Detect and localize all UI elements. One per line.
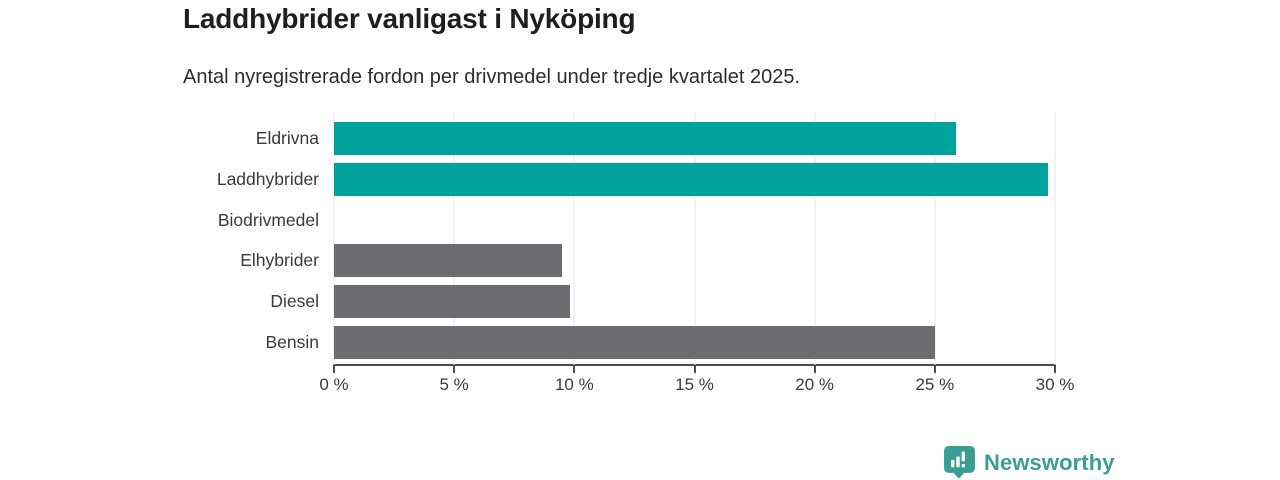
axis-tick: [1054, 366, 1056, 373]
category-label: Biodrivmedel: [217, 209, 319, 230]
axis-tick-label: 25 %: [915, 375, 955, 394]
gridline: [573, 113, 575, 365]
bar-eldrivna: [334, 122, 957, 155]
category-label: Elhybrider: [240, 250, 319, 271]
bar-row: Bensin: [265, 325, 1055, 359]
category-label: Eldrivna: [255, 128, 319, 148]
axis-tick-label: 15 %: [675, 375, 714, 394]
axis-tick: [693, 366, 696, 373]
category-label: Bensin: [265, 331, 319, 352]
bar-bensin: [334, 325, 935, 359]
axis-tick: [813, 366, 816, 373]
bar-row: Eldrivna: [256, 122, 1055, 155]
gridline: [934, 113, 936, 365]
gridlines: [333, 113, 1056, 365]
category-label: Diesel: [270, 291, 319, 312]
x-axis-line: [333, 364, 1056, 366]
bar-diesel: [334, 285, 570, 319]
gridline: [1054, 113, 1056, 365]
axis-tick: [573, 366, 576, 373]
bar-row: Elhybrider: [240, 244, 1055, 278]
axis-tick-label: 30 %: [1035, 375, 1075, 394]
chart-title: Laddhybrider vanligast i Nyköping: [183, 3, 636, 34]
plot-area: Eldrivna Laddhybrider Biodrivmedel Elhybrid…: [217, 113, 1056, 365]
axis-tick-labels: 0 % 5 % 10 % 15 % 20 % 25 % 30 %: [319, 375, 1074, 397]
gridline: [333, 113, 335, 365]
axis-tick: [453, 366, 456, 373]
gridline: [453, 113, 455, 365]
axis-tick-label: 0 %: [319, 375, 349, 394]
bar-row: Laddhybrider: [217, 162, 1055, 196]
axis-tick-label: 10 %: [554, 375, 594, 394]
chart-subtitle: Antal nyregistrerade fordon per drivmede…: [183, 66, 801, 88]
axis-tick: [933, 366, 936, 373]
axis-tick: [333, 366, 335, 373]
brand-name: Newsworthy: [984, 449, 1115, 475]
newsworthy-logo: Newsworthy: [944, 446, 1115, 479]
bar-row: Diesel: [270, 285, 1055, 319]
bar-rows: Eldrivna Laddhybrider Biodrivmedel Elhybrid…: [217, 113, 1055, 365]
axis-tick-label: 20 %: [795, 375, 835, 394]
axis-tick-label: 5 %: [439, 375, 469, 394]
axis-ticks: [333, 366, 1056, 374]
bar-elhybrider: [334, 244, 563, 278]
bar-row: Biodrivmedel: [218, 204, 1055, 237]
bar-laddhybrider: [334, 162, 1048, 196]
gridline: [814, 113, 816, 365]
gridline: [694, 113, 695, 365]
bar-chart-speech-bubble-icon: [944, 446, 975, 479]
category-label: Laddhybrider: [216, 168, 319, 189]
